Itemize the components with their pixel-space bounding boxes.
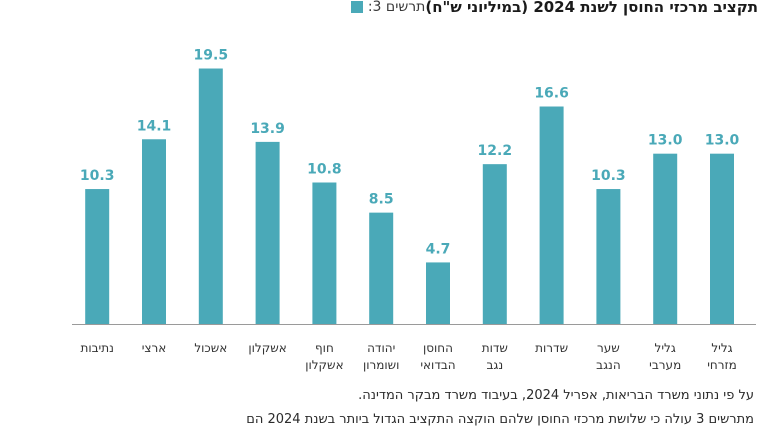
bar <box>142 139 166 324</box>
category-label: הבדואי <box>420 358 455 372</box>
category-label: גליל <box>711 341 732 355</box>
category-label: אשקלון <box>248 341 286 355</box>
chart-title-row: תרשים 3: תקציב מרכזי החוסן לשנת 2024 (במ… <box>343 0 758 18</box>
category-label: נתיבות <box>80 341 113 355</box>
bar-value-label: 14.1 <box>137 118 172 134</box>
bar-value-label: 16.6 <box>534 86 569 102</box>
bar <box>539 106 564 324</box>
bar-chart: 13.0 גליל מזרחי 13.0 גליל מערבי 10.3 שער הנגב 16.… <box>72 48 756 372</box>
bar <box>596 189 621 324</box>
body-text: מתרשים 3 עולה כי שלושת מרכזי החוסן שלהם … <box>246 412 754 427</box>
bar <box>198 68 223 324</box>
bar-value-label: 10.8 <box>307 162 342 178</box>
bar <box>85 189 110 324</box>
category-label: אשקלון <box>305 358 343 372</box>
bar-value-label: 8.5 <box>369 192 394 208</box>
chart-title: תקציב מרכזי החוסן לשנת 2024 (במיליוני ש"… <box>425 0 758 16</box>
bar <box>312 182 337 324</box>
category-label: שדרות <box>535 341 568 355</box>
category-label: שדות <box>482 341 508 355</box>
bar <box>710 153 734 324</box>
category-label: אשכול <box>194 341 227 355</box>
chart-title-prefix: תרשים 3: <box>367 0 426 15</box>
category-label: ארצי <box>142 341 167 355</box>
bar <box>426 262 450 324</box>
category-label: מזרחי <box>707 358 737 372</box>
category-label: החוסן <box>423 341 453 355</box>
bar <box>255 141 280 324</box>
source-note: על פי נתוני משרד הבריאות, אפריל 2024, בע… <box>358 388 754 403</box>
category-label: גליל <box>655 341 676 355</box>
bar-value-label: 19.5 <box>194 48 229 64</box>
bar-value-label: 10.3 <box>80 168 115 184</box>
category-label: נגב <box>486 358 503 372</box>
bar-value-label: 13.0 <box>705 133 740 149</box>
bar <box>653 153 678 324</box>
category-label: שער <box>597 341 620 355</box>
bar-value-label: 13.0 <box>648 133 683 149</box>
category-label: יהודה <box>367 341 395 355</box>
bar-value-label: 13.9 <box>250 121 285 137</box>
title-square-icon <box>350 1 363 13</box>
bar-value-label: 10.3 <box>591 168 626 184</box>
bar-value-label: 12.2 <box>478 143 513 159</box>
category-label: חוף <box>315 341 334 355</box>
category-label: ושומרון <box>363 358 400 372</box>
category-label: הנגב <box>596 358 621 372</box>
category-label: מערבי <box>649 358 681 372</box>
bar <box>482 164 507 324</box>
bar <box>369 212 394 324</box>
bar-value-label: 4.7 <box>426 241 451 257</box>
